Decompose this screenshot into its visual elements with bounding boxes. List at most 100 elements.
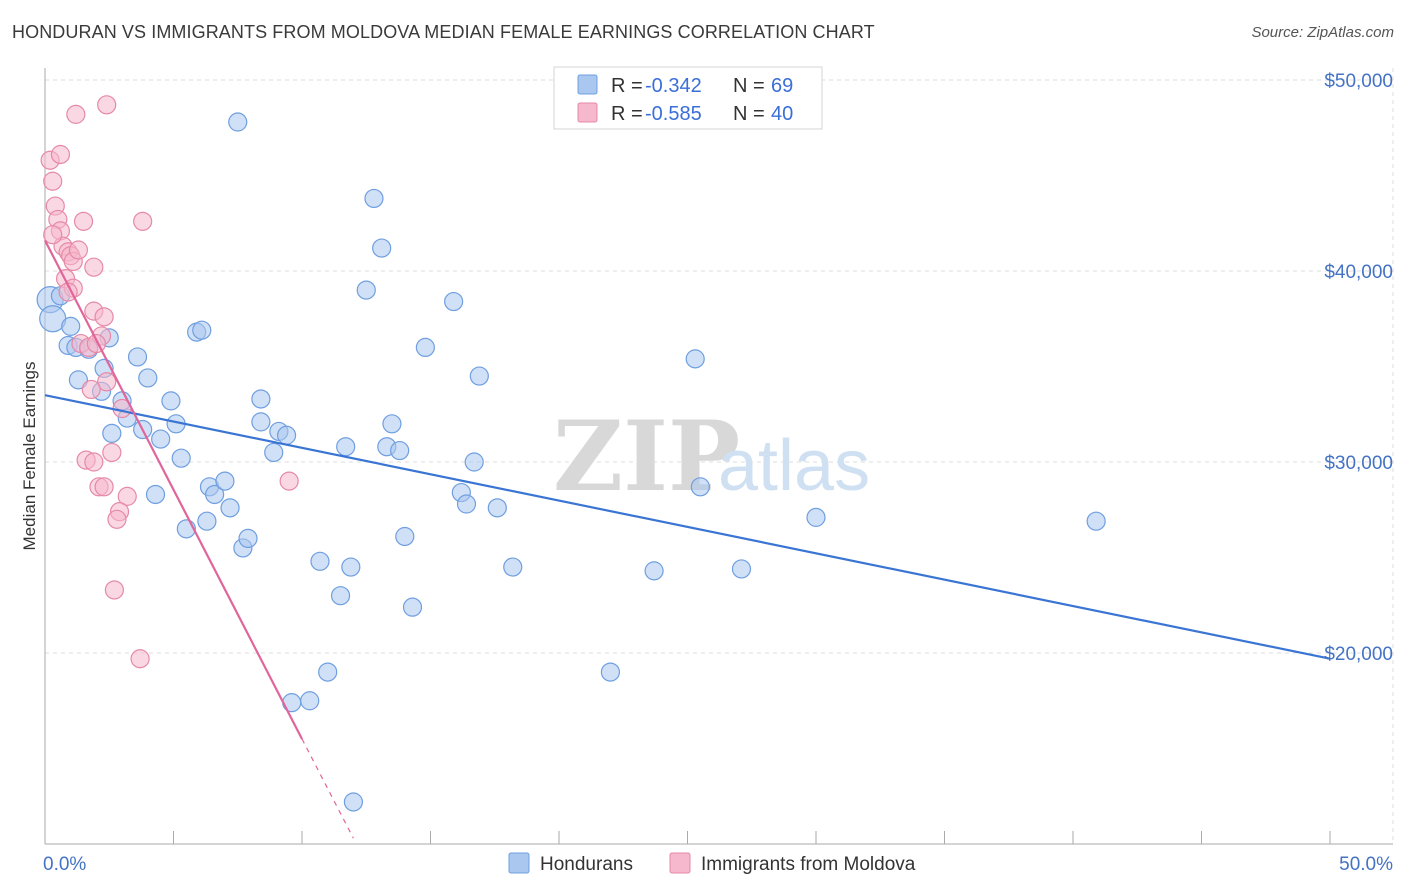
- point-moldova: [133, 211, 153, 231]
- point-moldova: [81, 379, 101, 400]
- point-hondurans: [220, 498, 240, 518]
- point-hondurans: [68, 370, 89, 390]
- point-hondurans: [415, 337, 435, 357]
- point-hondurans: [644, 561, 664, 581]
- point-hondurans: [102, 423, 122, 443]
- point-hondurans: [276, 425, 297, 445]
- point-hondurans: [456, 494, 477, 514]
- point-hondurans: [138, 368, 158, 388]
- point-moldova: [117, 486, 137, 506]
- point-hondurans: [228, 112, 248, 132]
- point-hondurans: [61, 316, 81, 336]
- legend-r-value-hondurans: -0.342: [645, 75, 702, 97]
- point-hondurans: [487, 498, 507, 518]
- point-hondurans: [1086, 511, 1106, 531]
- point-moldova: [84, 257, 104, 277]
- x-tick-labels: 0.0% 50.0%: [43, 854, 1393, 875]
- point-moldova: [107, 509, 127, 529]
- trendline-hondurans: [44, 394, 1331, 660]
- bottom-legend-label-moldova: Immigrants from Moldova: [701, 854, 916, 875]
- point-hondurans: [318, 662, 338, 682]
- point-hondurans: [251, 412, 271, 432]
- legend-r-label-moldova: R =: [611, 103, 643, 125]
- point-hondurans: [690, 477, 710, 497]
- point-moldova: [102, 442, 122, 463]
- point-hondurans: [310, 551, 330, 571]
- watermark-zip: ZIP: [553, 400, 740, 513]
- point-moldova: [66, 104, 86, 124]
- y-tick-labels: $20,000 $30,000 $40,000 $50,000: [1324, 71, 1393, 665]
- point-hondurans: [171, 448, 191, 468]
- legend-r-value-moldova: -0.585: [645, 103, 702, 125]
- point-hondurans: [336, 437, 356, 457]
- point-hondurans: [197, 511, 217, 531]
- chart-source: Source: ZipAtlas.com: [1251, 24, 1394, 41]
- point-hondurans: [330, 586, 351, 606]
- point-hondurans: [402, 597, 423, 617]
- point-hondurans: [382, 414, 402, 434]
- axes: [44, 68, 1393, 845]
- point-moldova: [104, 580, 124, 600]
- bottom-legend-label-hondurans: Hondurans: [540, 854, 633, 875]
- point-moldova: [94, 477, 114, 497]
- point-hondurans: [238, 528, 258, 549]
- y-tick-label: $20,000: [1324, 644, 1393, 665]
- legend: R = -0.342 N = 69 R = -0.585 N = 40: [553, 66, 823, 130]
- y-tick-label: $40,000: [1324, 262, 1393, 283]
- point-hondurans: [343, 792, 363, 812]
- point-hondurans: [372, 238, 392, 258]
- point-hondurans: [464, 452, 484, 472]
- point-moldova: [279, 471, 299, 491]
- x-tick-label: 50.0%: [1339, 854, 1393, 875]
- legend-n-value-moldova: 40: [771, 103, 793, 125]
- bottom-legend: Hondurans Immigrants from Moldova: [508, 852, 916, 875]
- point-hondurans: [161, 391, 181, 411]
- point-hondurans: [356, 280, 376, 300]
- data-points: [36, 95, 1106, 812]
- point-hondurans: [251, 389, 271, 409]
- point-moldova: [97, 95, 117, 115]
- point-hondurans: [341, 557, 361, 577]
- point-hondurans: [145, 484, 166, 505]
- point-hondurans: [205, 484, 225, 505]
- point-moldova: [86, 333, 107, 354]
- point-moldova: [73, 211, 94, 231]
- point-hondurans: [444, 291, 464, 312]
- legend-r-label-hondurans: R =: [611, 75, 643, 97]
- point-moldova: [130, 649, 150, 669]
- legend-box: [553, 66, 823, 130]
- bottom-legend-swatch-moldova: [669, 852, 691, 874]
- point-hondurans: [806, 507, 826, 527]
- legend-n-label-moldova: N =: [733, 103, 765, 125]
- watermark-atlas: atlas: [718, 426, 870, 506]
- point-hondurans: [731, 559, 752, 579]
- point-hondurans: [469, 366, 489, 386]
- point-hondurans: [685, 349, 705, 369]
- watermark: ZIP atlas: [553, 400, 870, 513]
- point-hondurans: [503, 557, 523, 577]
- point-hondurans: [264, 442, 284, 463]
- point-moldova: [97, 372, 117, 392]
- x-tick-label: 0.0%: [43, 854, 86, 875]
- point-hondurans: [600, 662, 621, 682]
- point-moldova: [43, 171, 63, 191]
- trendline-moldova: [44, 239, 303, 740]
- trendline-moldova-extension: [301, 738, 354, 839]
- trend-lines: [44, 239, 1331, 839]
- point-moldova: [84, 452, 104, 472]
- legend-n-value-hondurans: 69: [771, 75, 793, 97]
- point-hondurans: [300, 691, 320, 711]
- bottom-legend-swatch-hondurans: [508, 852, 530, 874]
- point-hondurans: [151, 429, 171, 449]
- legend-swatch-moldova: [577, 102, 598, 123]
- y-axis-label: Median Female Earnings: [20, 362, 39, 551]
- chart-title: HONDURAN VS IMMIGRANTS FROM MOLDOVA MEDI…: [12, 22, 875, 42]
- point-hondurans: [192, 320, 212, 340]
- point-hondurans: [215, 471, 235, 491]
- point-hondurans: [127, 347, 148, 367]
- point-moldova: [50, 144, 71, 165]
- point-moldova: [43, 225, 63, 245]
- point-moldova: [94, 307, 114, 327]
- y-tick-label: $50,000: [1324, 71, 1393, 92]
